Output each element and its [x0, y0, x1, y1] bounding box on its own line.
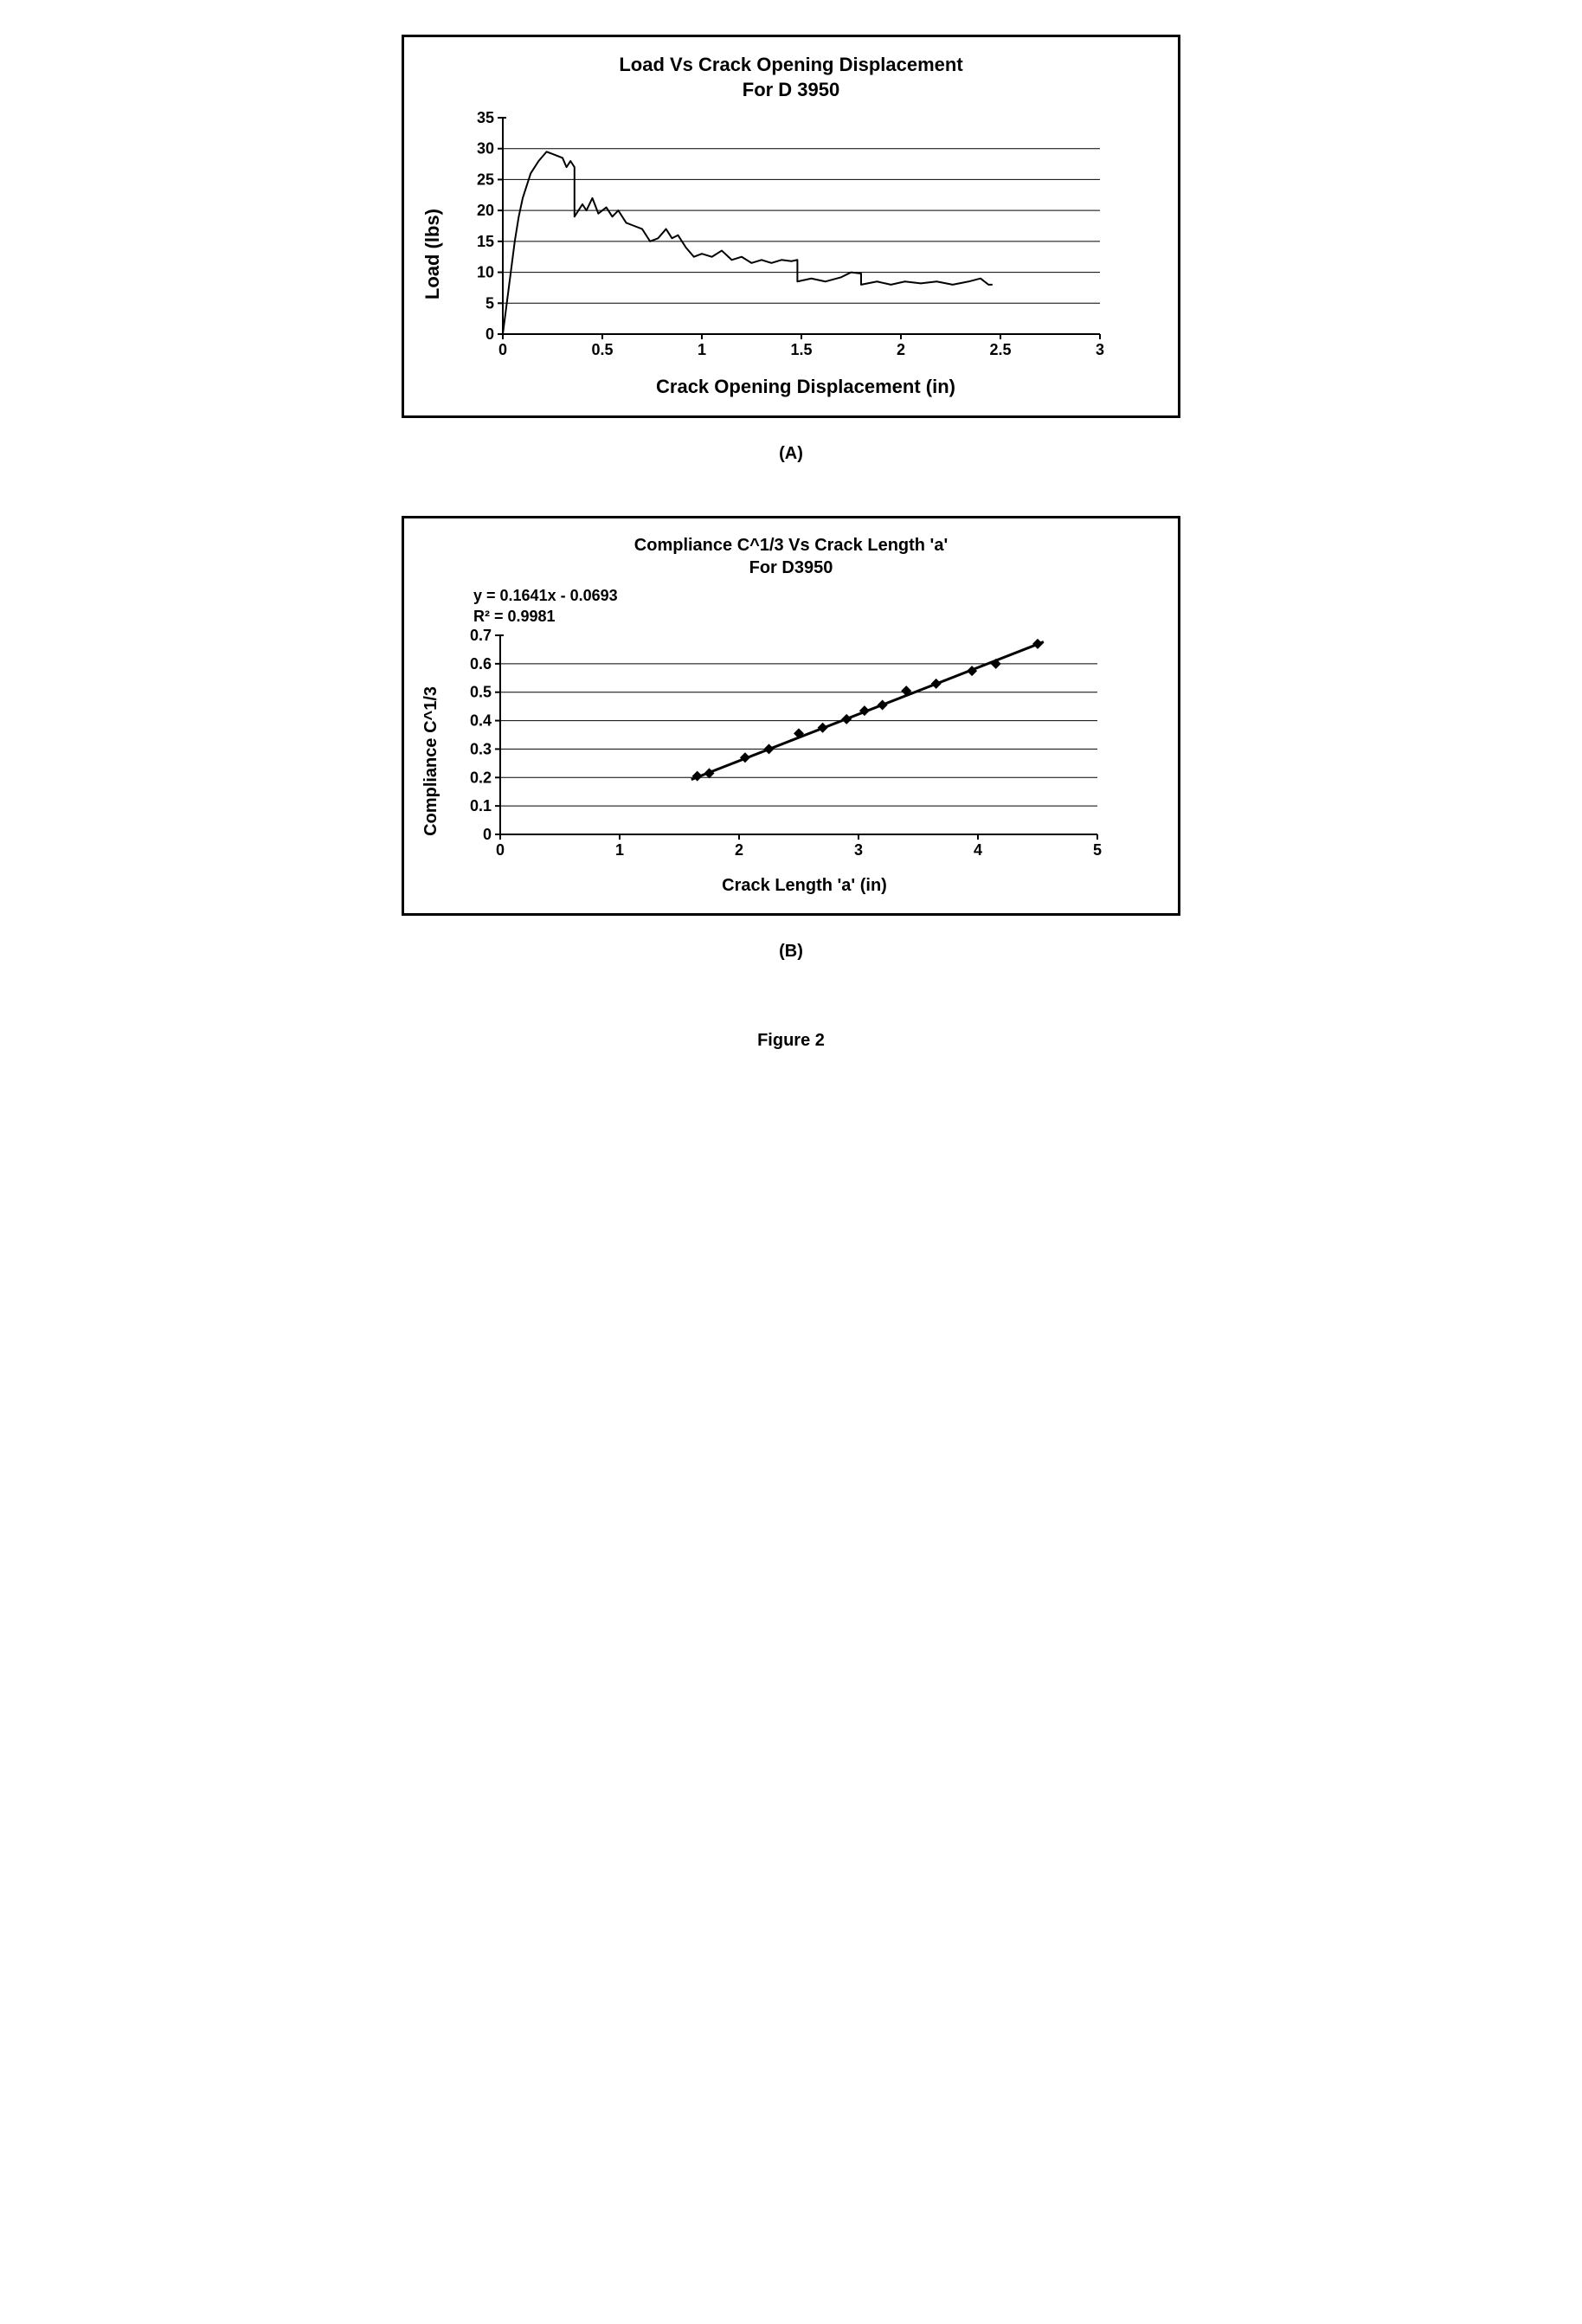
svg-text:0.5: 0.5: [591, 341, 613, 358]
svg-text:0.1: 0.1: [470, 797, 492, 814]
chart-b-equation: y = 0.1641x - 0.0693 R² = 0.9981: [473, 586, 1161, 627]
svg-text:3: 3: [1096, 341, 1104, 358]
chart-b-title-row: Compliance C^1/3 Vs Crack Length 'a' For…: [421, 527, 1161, 586]
svg-text:35: 35: [477, 109, 494, 126]
svg-text:2.5: 2.5: [989, 341, 1011, 358]
chart-b-body: Compliance C^1/3 00.10.20.30.40.50.60.70…: [421, 627, 1161, 896]
svg-text:0: 0: [498, 341, 507, 358]
chart-b-box: Compliance C^1/3 Vs Crack Length 'a' For…: [402, 516, 1180, 916]
chart-a-title: Load Vs Crack Opening Displacement For D…: [421, 53, 1161, 102]
svg-text:1: 1: [615, 841, 624, 859]
svg-text:1: 1: [698, 341, 706, 358]
chart-b-title: Compliance C^1/3 Vs Crack Length 'a' For…: [634, 534, 948, 579]
svg-text:0: 0: [496, 841, 505, 859]
chart-b-panel-label: (B): [402, 942, 1180, 962]
svg-text:4: 4: [974, 841, 982, 859]
svg-text:0.7: 0.7: [470, 627, 492, 644]
figure-page: Load Vs Crack Opening Displacement For D…: [402, 35, 1180, 1051]
chart-a-panel-label: (A): [402, 444, 1180, 464]
svg-text:0.5: 0.5: [470, 684, 492, 701]
svg-text:2: 2: [735, 841, 743, 859]
svg-text:30: 30: [477, 140, 494, 158]
chart-a-ylabel: Load (lbs): [421, 209, 444, 299]
figure-caption: Figure 2: [402, 1031, 1180, 1051]
svg-text:5: 5: [486, 294, 494, 312]
chart-b-xlabel: Crack Length 'a' (in): [448, 876, 1161, 896]
chart-a-box: Load Vs Crack Opening Displacement For D…: [402, 35, 1180, 418]
svg-text:0: 0: [483, 826, 492, 843]
chart-a-body: Load (lbs) 0 5 10 15 20 25 30 35 0 0.5 1 1.5 2 2.5 3 C…: [421, 109, 1161, 398]
svg-text:15: 15: [477, 233, 494, 250]
svg-text:1.5: 1.5: [790, 341, 812, 358]
svg-text:2: 2: [897, 341, 905, 358]
svg-text:20: 20: [477, 202, 494, 219]
svg-text:5: 5: [1093, 841, 1102, 859]
svg-text:0: 0: [486, 325, 494, 343]
svg-text:25: 25: [477, 171, 494, 189]
chart-a-xlabel: Crack Opening Displacement (in): [451, 376, 1161, 398]
svg-text:3: 3: [854, 841, 863, 859]
chart-b-plotstack: 0 0.1 0.2 0.3 0.4 0.5 0.6 0.7 0 1 2 3 4 5 Crack Lengt…: [448, 627, 1161, 896]
svg-text:10: 10: [477, 264, 494, 281]
chart-b-ylabel: Compliance C^1/3: [421, 686, 441, 836]
svg-text:0.6: 0.6: [470, 655, 492, 673]
svg-text:0.2: 0.2: [470, 769, 492, 786]
chart-b-svg: 0 0.1 0.2 0.3 0.4 0.5 0.6 0.7 0 1 2 3 4 5: [448, 627, 1106, 869]
chart-a-plotstack: 0 5 10 15 20 25 30 35 0 0.5 1 1.5 2 2.5 3 Crack Openin…: [451, 109, 1161, 398]
svg-text:0.4: 0.4: [470, 712, 492, 730]
svg-text:0.3: 0.3: [470, 740, 492, 757]
chart-a-svg: 0 5 10 15 20 25 30 35 0 0.5 1 1.5 2 2.5 3: [451, 109, 1109, 369]
